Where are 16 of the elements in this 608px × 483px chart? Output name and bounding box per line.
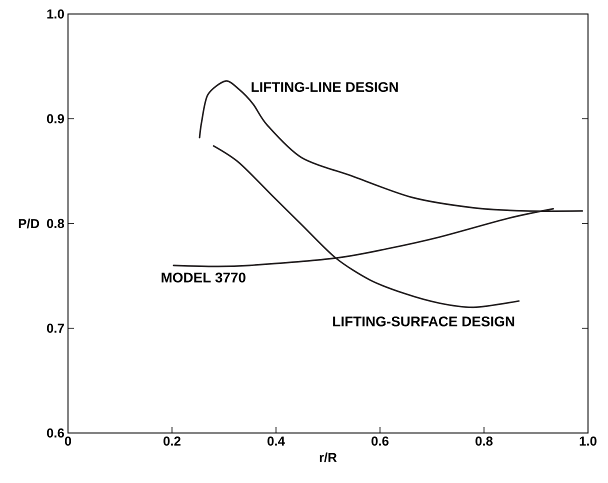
- y-tick-label: 0.7: [46, 324, 64, 333]
- y-tick-label: 1.0: [47, 9, 64, 19]
- x-tick-label: 0: [64, 436, 72, 446]
- series-label: LIFTING-LINE DESIGN: [252, 82, 398, 92]
- y-tick-label: 0.8: [46, 218, 64, 228]
- series-label: MODEL 3770: [162, 272, 246, 282]
- x-tick-label: 0.4: [268, 436, 285, 446]
- x-tick-label: 0.2: [164, 436, 180, 446]
- x-tick-label: 0.8: [476, 436, 493, 446]
- y-tick-label: 0.6: [46, 428, 64, 438]
- series-label: LIFTING-SURFACE DESIGN: [333, 316, 514, 326]
- y-tick-label: 0.9: [46, 114, 64, 124]
- y-axis-title: P/D: [18, 218, 40, 228]
- x-tick-label: 0.6: [372, 436, 389, 446]
- x-axis-title: r/R: [320, 452, 337, 462]
- x-tick-label: 1.0: [580, 436, 596, 446]
